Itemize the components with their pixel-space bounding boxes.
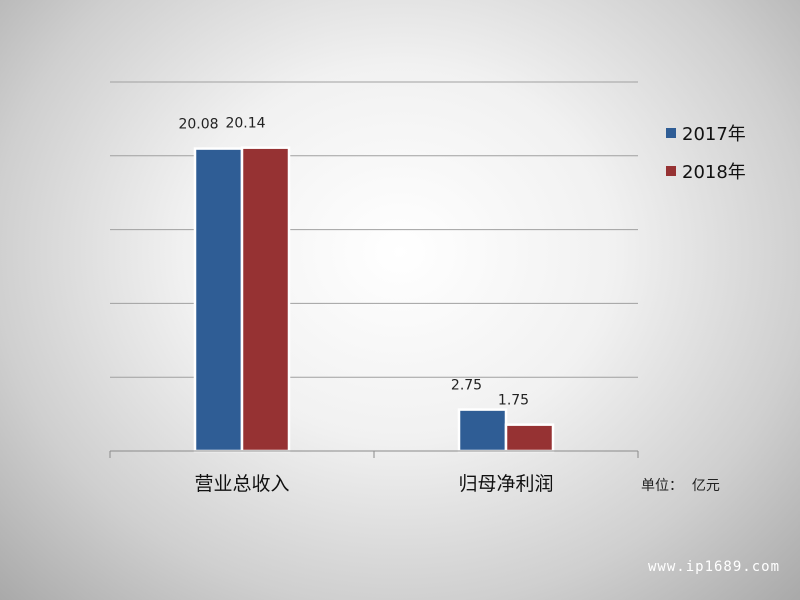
category-label: 归母净利润 <box>458 473 553 495</box>
bar-2017-1 <box>457 408 508 453</box>
data-label: 1.75 <box>498 393 529 409</box>
category-label: 营业总收入 <box>194 473 289 495</box>
legend-swatch-2017 <box>666 128 676 138</box>
bar-2018-0 <box>240 146 291 453</box>
legend-item-2018: 2018年 <box>666 152 746 190</box>
watermark: www.ip1689.com <box>648 559 781 575</box>
bar-2018-1 <box>504 423 555 453</box>
legend-item-2017: 2017年 <box>666 114 746 152</box>
x-axis <box>109 450 639 458</box>
legend: 2017年 2018年 <box>666 114 746 190</box>
legend-swatch-2018 <box>666 166 676 176</box>
data-label: 20.14 <box>225 116 265 132</box>
unit-label: 单位： 亿元 <box>641 478 720 494</box>
value-labels: 20.08 20.14 2.75 1.75 <box>178 116 529 409</box>
category-labels: 营业总收入 归母净利润 <box>194 473 553 495</box>
legend-label-2018: 2018年 <box>682 162 746 183</box>
bar-2017-0 <box>193 147 244 453</box>
legend-label-2017: 2017年 <box>682 124 746 145</box>
data-label: 20.08 <box>178 117 218 133</box>
data-label: 2.75 <box>451 378 482 394</box>
